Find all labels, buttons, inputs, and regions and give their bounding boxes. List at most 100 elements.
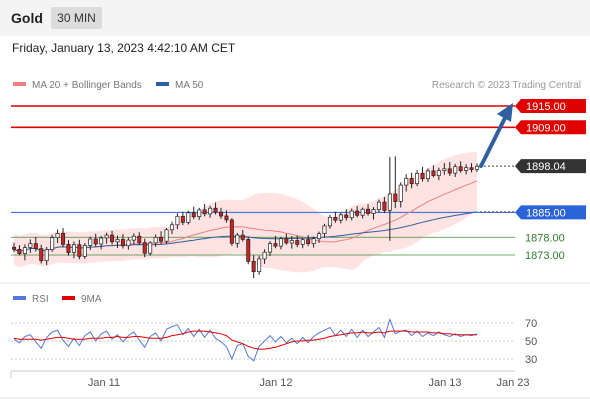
candle bbox=[355, 206, 360, 218]
candle-body bbox=[469, 167, 474, 170]
candle bbox=[137, 232, 142, 246]
candle-body bbox=[251, 261, 256, 273]
candle bbox=[284, 233, 289, 245]
candle-body bbox=[355, 210, 360, 216]
candle-body bbox=[229, 219, 234, 244]
candle-body bbox=[88, 238, 93, 246]
candle-body bbox=[33, 243, 38, 249]
candle-body bbox=[268, 243, 273, 253]
candle-body bbox=[99, 237, 104, 245]
candle bbox=[71, 241, 76, 259]
candle-body bbox=[278, 238, 283, 247]
candle-body bbox=[164, 229, 169, 242]
x-tick-label: Jan 23 bbox=[496, 377, 529, 389]
chart-datetime: Friday, January 13, 2023 4:42:10 AM CET bbox=[12, 41, 236, 55]
candle-body bbox=[71, 244, 76, 253]
candle bbox=[436, 167, 441, 181]
ma50-swatch-icon bbox=[156, 82, 169, 87]
forecast-arrow-shaft bbox=[479, 116, 507, 168]
candle bbox=[262, 249, 267, 264]
candle bbox=[475, 163, 480, 172]
candle bbox=[66, 240, 71, 256]
timeframe-button[interactable]: 30 MIN bbox=[51, 7, 102, 29]
candle bbox=[148, 241, 153, 256]
price-tag-text: 1885.00 bbox=[526, 207, 566, 219]
candle-body bbox=[338, 214, 343, 221]
candle-body bbox=[376, 201, 381, 210]
candle-body bbox=[240, 234, 245, 240]
candle-body bbox=[93, 238, 98, 245]
candle bbox=[44, 246, 49, 265]
candle-body bbox=[169, 224, 174, 231]
price-tag-bg bbox=[515, 120, 586, 135]
candle bbox=[93, 233, 98, 247]
candle bbox=[191, 206, 196, 220]
candle bbox=[300, 237, 305, 249]
legend-ma50: MA 50 bbox=[156, 80, 203, 91]
price-tag-1909.00: 1909.00 bbox=[515, 120, 586, 135]
candle bbox=[387, 157, 392, 241]
price-tag-text: 1909.00 bbox=[526, 122, 566, 134]
legend-9ma-label: 9MA bbox=[81, 294, 102, 305]
candle bbox=[376, 199, 381, 213]
candle bbox=[338, 212, 343, 224]
price-tag-1898.04: 1898.04 bbox=[515, 159, 586, 174]
candle-body bbox=[208, 207, 213, 215]
candle bbox=[344, 209, 349, 221]
candle-body bbox=[295, 240, 300, 245]
candle-body bbox=[28, 243, 33, 248]
candle bbox=[82, 242, 87, 259]
candle bbox=[371, 207, 376, 220]
candle bbox=[366, 204, 371, 216]
rsi-line bbox=[13, 317, 478, 362]
candle-body bbox=[39, 248, 44, 262]
x-tick-label: Jan 11 bbox=[88, 377, 120, 389]
candle-body bbox=[126, 239, 131, 247]
candle-body bbox=[110, 234, 115, 243]
candle bbox=[458, 161, 463, 173]
candle bbox=[224, 210, 229, 223]
candle-body bbox=[442, 168, 447, 171]
candle-body bbox=[50, 237, 55, 251]
candle-body bbox=[82, 245, 87, 257]
candle bbox=[164, 228, 169, 244]
candle bbox=[153, 234, 158, 247]
price-tag-text: 1898.04 bbox=[526, 161, 566, 173]
candle-body bbox=[393, 193, 398, 202]
candle-body bbox=[409, 178, 414, 185]
candle bbox=[453, 163, 458, 177]
candle bbox=[311, 236, 316, 248]
price-tag-1915.00: 1915.00 bbox=[515, 99, 586, 113]
candle-body bbox=[246, 239, 251, 262]
candle-body bbox=[159, 236, 164, 242]
candle-body bbox=[213, 207, 218, 213]
candle-body bbox=[224, 215, 229, 221]
forecast-arrow-head-icon bbox=[497, 103, 513, 122]
candle-body bbox=[333, 217, 338, 221]
x-tick-label: Jan 12 bbox=[259, 377, 292, 389]
candle bbox=[257, 255, 262, 275]
candle bbox=[202, 203, 207, 217]
candle-body bbox=[425, 170, 430, 180]
candle-body bbox=[311, 238, 316, 245]
candle-body bbox=[420, 173, 425, 180]
candle-body bbox=[175, 215, 180, 226]
candle bbox=[219, 207, 224, 219]
rsi-tick-30: 30 bbox=[525, 354, 537, 366]
candle bbox=[278, 236, 283, 250]
candle-body bbox=[202, 209, 207, 215]
legend-ma20-label: MA 20 + Bollinger Bands bbox=[32, 80, 142, 91]
price-tag-1885.00: 1885.00 bbox=[515, 205, 586, 220]
candle bbox=[415, 170, 420, 187]
candle bbox=[33, 236, 38, 252]
candle-body bbox=[398, 184, 403, 202]
candle bbox=[306, 235, 311, 247]
candle-body bbox=[475, 165, 480, 170]
level-label-1878.00: 1878.00 bbox=[525, 232, 565, 244]
candle bbox=[398, 182, 403, 208]
candle-body bbox=[306, 239, 311, 244]
candle bbox=[39, 244, 44, 264]
candle-body bbox=[447, 168, 452, 174]
candle bbox=[180, 211, 185, 226]
